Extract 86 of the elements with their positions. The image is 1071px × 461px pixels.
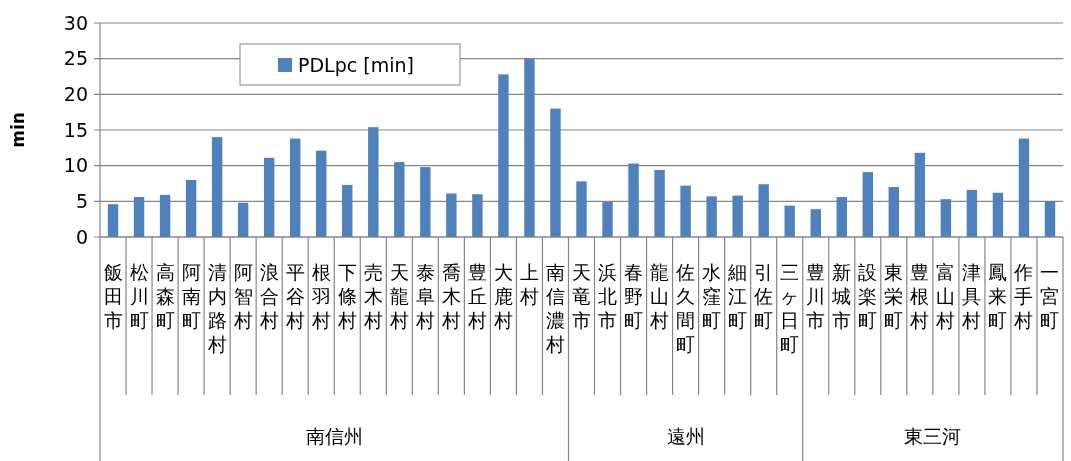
bar [732, 195, 743, 237]
bar [784, 205, 795, 237]
x-tick-label: 引佐町 [754, 261, 774, 331]
bar [888, 187, 900, 237]
bar [107, 204, 119, 237]
x-tick-label: 阿南町 [181, 261, 201, 331]
x-tick-label: 豊川市 [806, 261, 826, 331]
bar [211, 137, 223, 237]
bar [940, 199, 952, 237]
x-tick-label: 浪合村 [258, 261, 279, 331]
bar [836, 197, 847, 237]
x-tick-label: 阿智村 [232, 261, 253, 331]
text: 南信州 [305, 425, 363, 447]
bar [524, 58, 535, 237]
bar [133, 197, 145, 237]
x-tick-label: 豊根村 [909, 261, 930, 331]
bar [992, 192, 1004, 237]
y-axis-title: min [8, 112, 28, 148]
bar [576, 181, 587, 237]
bar [342, 184, 353, 237]
x-tick-label: 細江町 [727, 261, 748, 331]
x-tick-label: 松川町 [129, 261, 149, 331]
x-tick-label: 新城市 [831, 261, 852, 331]
bar [237, 202, 249, 237]
x-tick-label: 設楽町 [858, 261, 878, 331]
x-tick-label: 佐久間町 [676, 261, 696, 355]
bar [159, 194, 171, 237]
text: 遠州 [666, 425, 705, 447]
x-tick-label: 一宮町 [1040, 261, 1060, 331]
x-tick-label: 売木村 [362, 261, 383, 331]
bar [263, 157, 275, 237]
x-tick-label: 鳳来町 [988, 261, 1008, 331]
y-tick-label: 10 [63, 154, 88, 177]
y-tick-label: 5 [75, 189, 88, 212]
y-tick-label: 30 [63, 11, 88, 34]
x-tick-label: 泰阜村 [414, 261, 435, 331]
bar [498, 74, 509, 237]
y-tick-label: 0 [75, 225, 88, 248]
bar [654, 169, 665, 237]
x-tick-label: 根羽村 [310, 261, 331, 331]
y-tick-label: 15 [63, 118, 88, 141]
legend-label: PDLpc [min] [298, 53, 414, 76]
bar [810, 209, 821, 237]
x-tick-label: 飯田市 [103, 261, 123, 331]
bar [472, 194, 483, 237]
x-tick-label: 浜北市 [598, 261, 618, 331]
bar [1044, 201, 1056, 237]
bar [446, 193, 457, 237]
x-tick-label: 作手村 [1013, 261, 1034, 331]
bar [394, 162, 405, 237]
bar [758, 184, 769, 237]
bar [420, 167, 431, 237]
x-tick-label: 高森町 [155, 261, 175, 331]
x-tick-label: 豊丘村 [466, 261, 487, 331]
bar [914, 152, 926, 237]
bar [628, 163, 639, 237]
bar [966, 189, 978, 237]
bar [602, 202, 613, 237]
bar [680, 185, 691, 237]
x-tick-label: 春野町 [624, 261, 644, 331]
x-tick-label: 天竜市 [572, 261, 591, 331]
x-tick-label: 東栄町 [884, 261, 904, 331]
bar [862, 172, 873, 237]
bar [1018, 138, 1030, 237]
text: 東三河 [904, 425, 962, 447]
bar [290, 138, 301, 237]
x-tick-label: 南信濃村 [544, 261, 565, 355]
x-tick-label: 水窪町 [702, 261, 722, 331]
x-tick-label: 天龍村 [388, 261, 409, 331]
x-tick-label: 龍山村 [649, 261, 670, 331]
bar [185, 179, 197, 237]
y-tick-label: 25 [63, 47, 88, 70]
bar [550, 108, 561, 237]
x-tick-label: 津具村 [961, 261, 982, 331]
x-tick-label: 清内路村 [206, 261, 227, 355]
x-tick-label: 大鹿村 [492, 261, 513, 331]
x-tick-label: 喬木村 [440, 261, 461, 331]
x-tick-label: 平谷村 [284, 261, 305, 331]
x-tick-label: 下條村 [336, 261, 357, 331]
bar [316, 150, 327, 237]
y-tick-label: 20 [63, 82, 88, 105]
x-tick-label: 上村 [518, 261, 539, 307]
x-tick-label: 三ヶ日町 [780, 261, 800, 355]
x-tick-label: 富山村 [935, 261, 956, 331]
bar [368, 127, 379, 237]
bar [706, 196, 717, 237]
